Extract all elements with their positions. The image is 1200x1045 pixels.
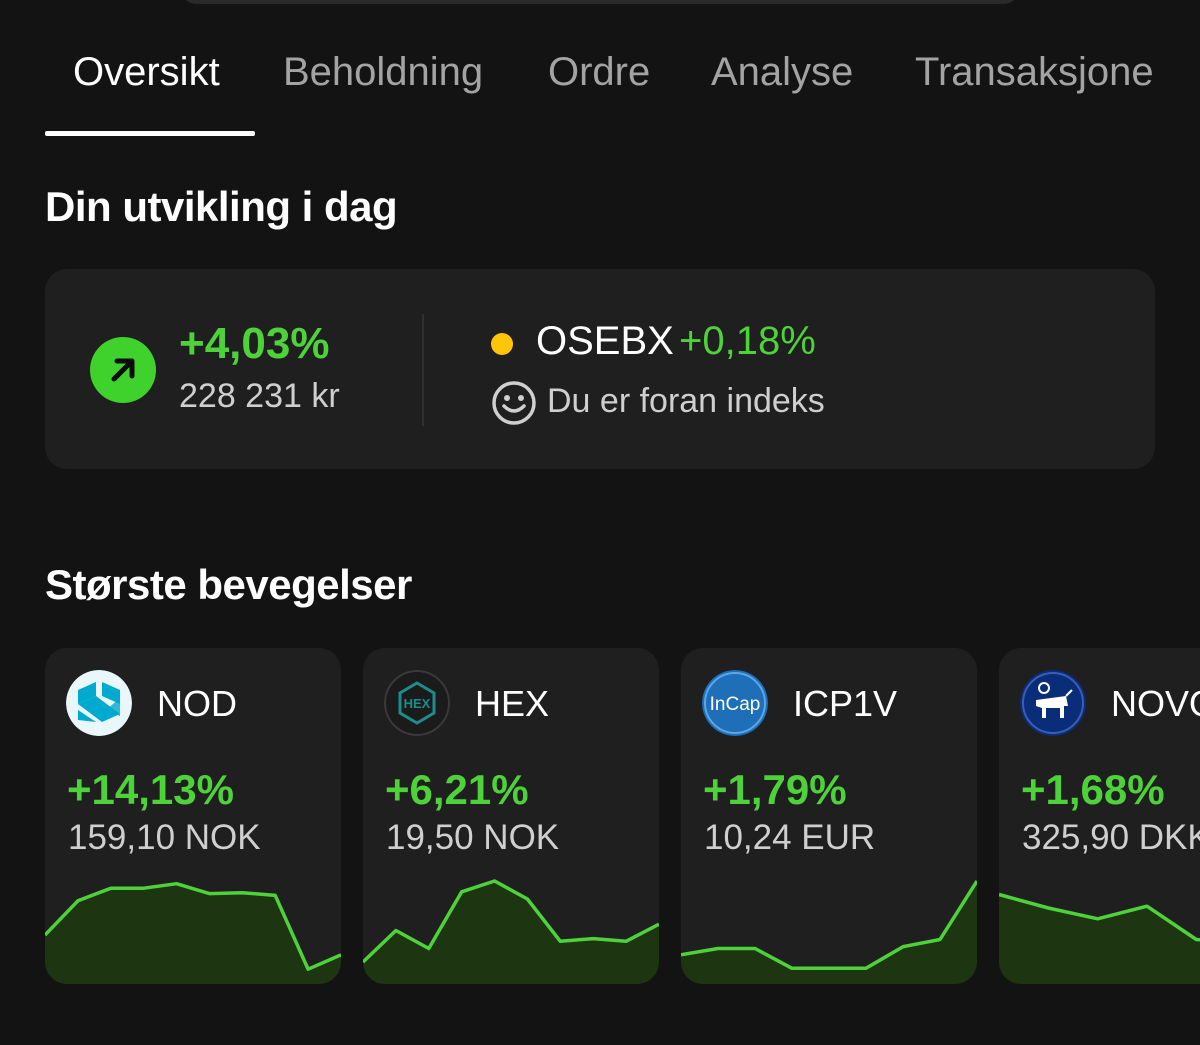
today-section-title: Din utvikling i dag	[45, 183, 398, 230]
tab-analyse[interactable]: Analyse	[711, 50, 854, 94]
mover-ticker: HEX	[475, 683, 550, 724]
index-indicator-dot	[491, 333, 513, 355]
mover-change-percent: +14,13%	[67, 766, 234, 813]
mover-card-novo[interactable]: NOVO B +1,68% 325,90 DKK	[999, 648, 1200, 984]
sparkline-area	[999, 894, 1200, 984]
movers-section-title: Største bevegelser	[45, 561, 412, 608]
sparkline-line	[999, 892, 1200, 942]
sparkline-area	[681, 881, 977, 984]
incap-logo: InCap	[702, 670, 768, 736]
index-comparison-text: Du er foran indeks	[547, 382, 825, 420]
active-tab-indicator	[45, 131, 255, 136]
summary-divider	[422, 314, 424, 426]
portfolio-change-percent: +4,03%	[179, 319, 330, 368]
svg-text:InCap: InCap	[710, 694, 761, 715]
mover-card-icp1v[interactable]: InCap ICP1V +1,79% 10,24 EUR	[681, 648, 977, 984]
sparkline-line	[363, 879, 659, 964]
novo-nordisk-logo	[1020, 670, 1086, 736]
mover-card-hex[interactable]: HEX HEX +6,21% 19,50 NOK	[363, 648, 659, 984]
mover-change-percent: +1,68%	[1021, 766, 1165, 813]
mover-change-percent: +1,79%	[703, 766, 847, 813]
mover-card-nod[interactable]: NOD +14,13% 159,10 NOK	[45, 648, 341, 984]
mover-price: 19,50 NOK	[386, 818, 560, 857]
svg-text:HEX: HEX	[404, 696, 431, 711]
tab-oversikt[interactable]: Oversikt	[73, 50, 220, 94]
portfolio-value: 228 231 kr	[179, 377, 340, 415]
tab-bar: Oversikt Beholdning Ordre Analyse Transa…	[0, 0, 1200, 140]
index-name: OSEBX	[536, 319, 674, 363]
mover-change-percent: +6,21%	[385, 766, 529, 813]
sparkline-line	[681, 880, 977, 971]
today-summary-card[interactable]: +4,03% 228 231 kr OSEBX +0,18% Du er for…	[45, 269, 1155, 469]
mover-sparkline	[681, 880, 977, 984]
top-search-bar[interactable]	[180, 0, 1020, 4]
sparkline-line	[45, 881, 341, 971]
hexagon-composites-logo: HEX	[384, 670, 450, 736]
sparkline-area	[45, 883, 341, 984]
nordic-semiconductor-logo	[66, 670, 132, 736]
arrow-up-right-icon	[90, 337, 156, 403]
mover-price: 10,24 EUR	[704, 818, 876, 857]
sparkline-area	[363, 881, 659, 984]
mover-sparkline	[363, 879, 659, 984]
mover-ticker: NOVO B	[1111, 683, 1200, 724]
smiley-icon	[492, 381, 536, 425]
mover-price: 159,10 NOK	[68, 818, 261, 857]
mover-sparkline	[999, 892, 1200, 984]
mover-price: 325,90 DKK	[1022, 818, 1200, 857]
tab-beholdning[interactable]: Beholdning	[283, 50, 484, 94]
mover-ticker: ICP1V	[793, 683, 898, 724]
index-change-percent: +0,18%	[679, 319, 816, 363]
mover-sparkline	[45, 881, 341, 984]
tab-transaksjoner[interactable]: Transaksjone	[915, 50, 1154, 94]
mover-ticker: NOD	[157, 683, 237, 724]
tab-ordre[interactable]: Ordre	[548, 50, 651, 94]
